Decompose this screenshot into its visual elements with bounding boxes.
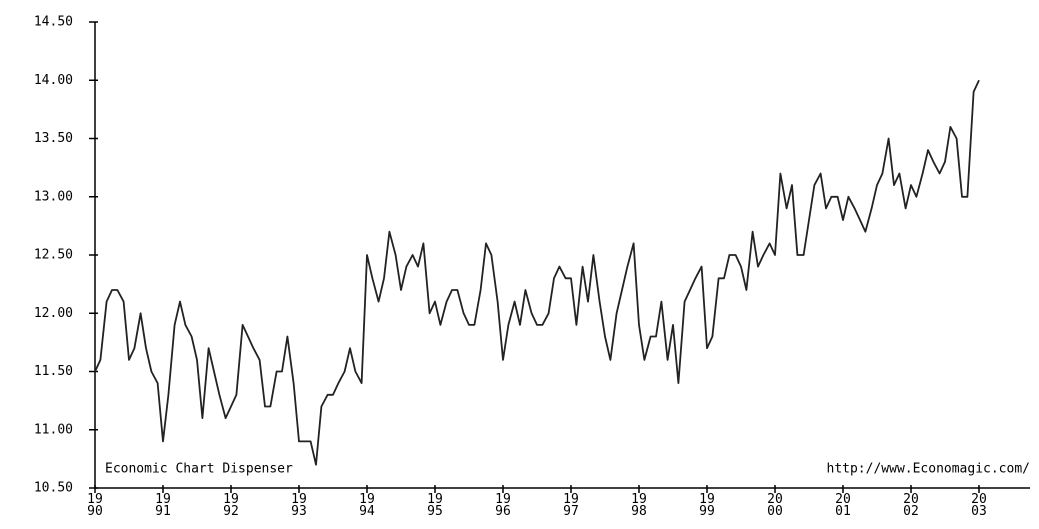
- x-tick-label: 1993: [291, 492, 307, 519]
- y-tick-label: 11.00: [34, 422, 73, 437]
- x-tick-label: 1991: [155, 492, 171, 519]
- x-tick-label: 1992: [223, 492, 239, 519]
- x-tick-label: 2001: [835, 492, 851, 519]
- y-tick-label: 11.50: [34, 364, 73, 379]
- y-tick-label: 13.50: [34, 131, 73, 146]
- x-tick-label: 1999: [699, 492, 715, 519]
- y-tick-label: 14.00: [34, 73, 73, 88]
- y-tick-label: 13.00: [34, 189, 73, 204]
- y-tick-label: 12.00: [34, 306, 73, 321]
- y-tick-label: 12.50: [34, 248, 73, 263]
- y-tick-label: 10.50: [34, 481, 73, 496]
- x-tick-label: 2003: [971, 492, 987, 519]
- x-tick-label: 1996: [495, 492, 511, 519]
- annotation: Economic Chart Dispenser: [105, 462, 293, 477]
- data-line: [94, 79, 980, 466]
- y-tick-label: 14.50: [34, 15, 73, 30]
- annotation: http://www.Economagic.com/: [827, 462, 1031, 477]
- x-tick-label: 1994: [359, 492, 375, 519]
- x-tick-label: 1998: [631, 492, 647, 519]
- x-tick-label: 1997: [563, 492, 579, 519]
- x-tick-label: 1995: [427, 492, 443, 519]
- x-tick-label: 1990: [87, 492, 103, 519]
- x-tick-label: 2000: [767, 492, 783, 519]
- x-tick-label: 2002: [903, 492, 919, 519]
